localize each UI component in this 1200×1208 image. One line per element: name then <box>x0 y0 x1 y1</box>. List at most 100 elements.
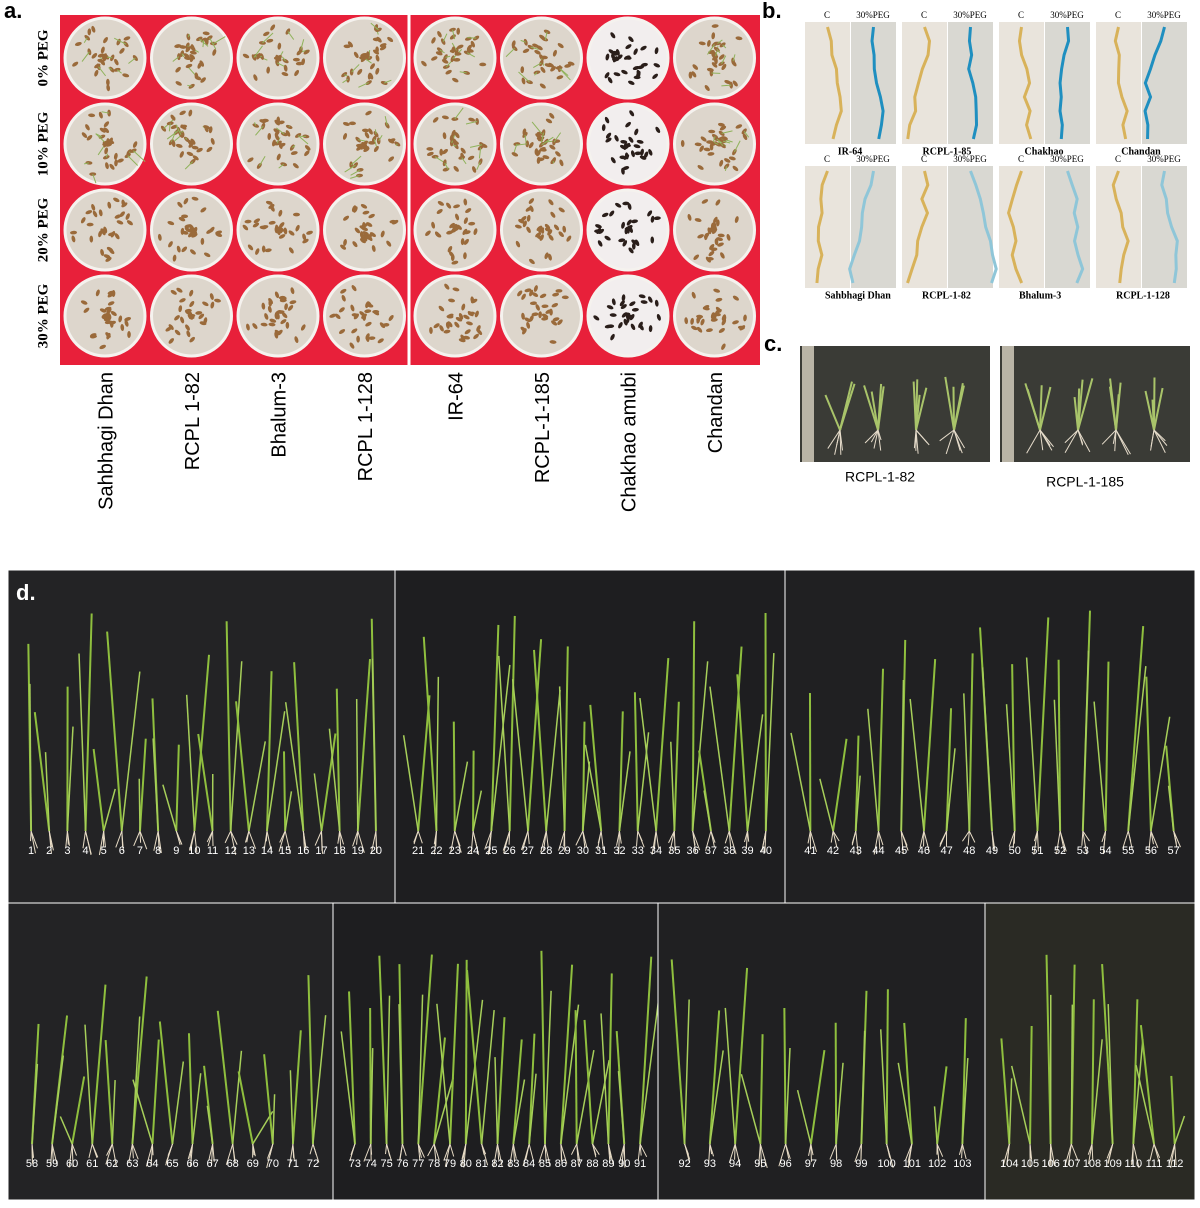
seed <box>622 240 628 247</box>
root <box>1002 1143 1010 1168</box>
seed <box>197 62 202 69</box>
leaf <box>1101 964 1114 1145</box>
seed <box>559 159 564 167</box>
root <box>759 1143 768 1168</box>
treatment-label: 30%PEG <box>1147 10 1181 20</box>
seed <box>705 328 713 333</box>
root <box>105 1143 113 1165</box>
leaf <box>138 738 147 832</box>
sprout <box>344 164 356 173</box>
seed <box>707 152 715 156</box>
seed <box>548 253 552 261</box>
variety-label: Chakhao <box>1025 146 1064 157</box>
seed <box>704 85 710 92</box>
seed <box>696 316 701 324</box>
root <box>873 830 879 855</box>
seed <box>80 300 88 305</box>
seed <box>688 71 693 79</box>
seedling-number: 14 <box>261 845 273 857</box>
seed <box>549 340 557 344</box>
root <box>1082 830 1090 842</box>
root <box>278 830 286 852</box>
seed <box>466 48 474 53</box>
root <box>449 1143 455 1157</box>
seed <box>732 165 739 172</box>
leaf <box>171 1061 185 1145</box>
root <box>1127 830 1132 842</box>
leaf <box>528 1073 537 1145</box>
seed <box>388 138 395 144</box>
leaf <box>1107 1004 1114 1145</box>
root <box>668 830 675 844</box>
root <box>150 1143 153 1167</box>
sprout <box>172 56 180 62</box>
seed <box>541 313 549 319</box>
seedling-number: 112 <box>1166 1158 1184 1170</box>
seedling-number: 55 <box>1122 845 1134 857</box>
leaf <box>559 964 574 1145</box>
leaf <box>187 1033 194 1145</box>
leaf <box>417 994 424 1145</box>
seed <box>290 287 295 295</box>
root <box>1153 429 1168 446</box>
seedling-number: 106 <box>1041 1158 1059 1170</box>
root <box>815 170 829 284</box>
seed <box>281 312 288 319</box>
seed <box>529 301 537 306</box>
seed <box>517 290 523 297</box>
leaf <box>589 704 603 832</box>
leaf <box>328 728 341 832</box>
leaf <box>121 671 141 832</box>
seedling-number: 100 <box>877 1158 895 1170</box>
root <box>953 429 965 449</box>
seed <box>196 147 203 153</box>
seedling-number: 60 <box>66 1158 78 1170</box>
root <box>472 830 480 855</box>
root <box>157 830 160 852</box>
leaf <box>1151 399 1155 431</box>
sprout <box>384 116 388 126</box>
seedling-number: 21 <box>412 845 424 857</box>
seed <box>429 326 433 334</box>
root <box>1058 26 1071 140</box>
seed <box>214 298 222 303</box>
root <box>139 830 148 850</box>
root <box>48 830 54 851</box>
seed <box>362 222 366 230</box>
seed <box>460 147 466 154</box>
leaf <box>1039 385 1043 431</box>
seed <box>171 140 176 148</box>
root <box>1174 1143 1177 1166</box>
seed <box>113 152 118 160</box>
root <box>759 1143 763 1168</box>
root <box>839 429 843 451</box>
root <box>653 830 657 850</box>
sprout <box>287 31 295 40</box>
seed <box>362 210 370 215</box>
seed <box>720 252 725 259</box>
seed <box>387 36 394 43</box>
seed <box>460 238 465 246</box>
seed <box>242 224 249 231</box>
seed <box>452 287 460 292</box>
root <box>1055 830 1061 855</box>
seed <box>732 295 739 301</box>
root <box>919 830 925 849</box>
leaf <box>819 778 834 832</box>
sprout <box>350 155 362 166</box>
leaf <box>1139 1025 1155 1145</box>
seed <box>540 66 546 73</box>
seedling-number: 50 <box>1009 845 1021 857</box>
leaf <box>832 738 848 832</box>
ruler <box>1002 346 1014 462</box>
root <box>810 1143 814 1156</box>
root <box>175 830 183 845</box>
seed <box>283 227 288 235</box>
seed <box>433 323 440 329</box>
seed <box>454 132 460 139</box>
leaf <box>151 1039 160 1145</box>
seedling-number: 25 <box>485 845 497 857</box>
seed <box>528 142 534 149</box>
leaf <box>494 1057 499 1145</box>
seed <box>360 203 368 209</box>
